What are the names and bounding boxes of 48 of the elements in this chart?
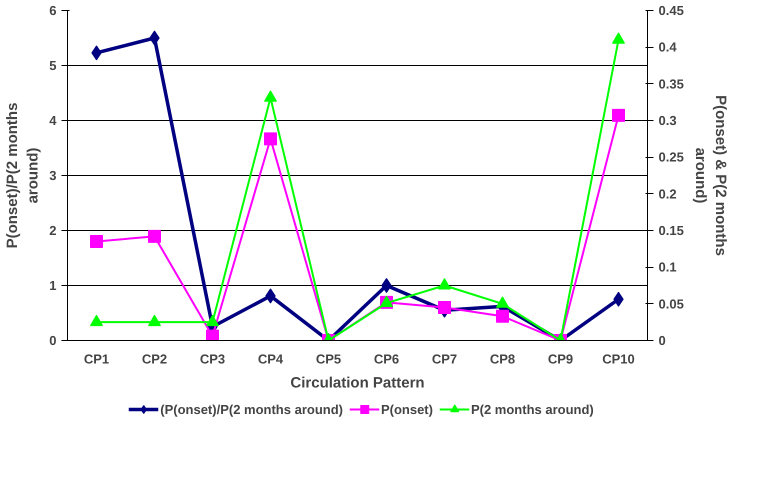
y-tick-label: 1 xyxy=(49,278,57,293)
y2-tick-label: 0.1 xyxy=(658,260,677,275)
y-tick-label: 3 xyxy=(49,168,57,183)
point xyxy=(90,314,103,326)
x-tick-label: CP3 xyxy=(200,352,226,366)
y2-tick-label: 0.25 xyxy=(658,150,684,165)
y2-tick-label: 0.45 xyxy=(658,3,684,18)
legend-label: P(onset) xyxy=(380,402,433,416)
x-tick-label: CP5 xyxy=(316,352,342,366)
point xyxy=(206,330,219,340)
point xyxy=(438,278,451,290)
y2-tick-label: 0.35 xyxy=(658,76,684,92)
x-tick-label: CP6 xyxy=(374,352,400,366)
point xyxy=(148,230,161,243)
point xyxy=(264,132,277,146)
y-tick-label: 4 xyxy=(49,113,58,128)
point xyxy=(496,296,509,308)
point xyxy=(90,235,103,248)
y2-tick-label: 0.2 xyxy=(658,186,677,202)
y2-tick-label: 0.15 xyxy=(658,223,684,238)
x-tick-label: CP8 xyxy=(490,352,516,366)
x-axis-title: Circulation Pattern xyxy=(290,374,425,392)
y-tick-label: 5 xyxy=(49,58,57,73)
point xyxy=(149,30,160,46)
point xyxy=(381,278,392,293)
point xyxy=(265,288,276,304)
y2-tick-label: 0.05 xyxy=(658,296,684,312)
y-tick-label: 2 xyxy=(49,223,57,238)
y2-tick-label: 0.4 xyxy=(658,40,678,55)
y-tick-label: 6 xyxy=(49,3,57,18)
y2-tick-label: 0.3 xyxy=(658,113,677,128)
point xyxy=(612,108,625,122)
point xyxy=(613,292,624,307)
y2-tick-label: 0 xyxy=(658,333,666,348)
y-axis-title: P(onset)/P(2 months around) xyxy=(4,102,42,248)
point xyxy=(148,314,161,326)
y2-axis-title: P(onset) & P(2 months around) xyxy=(692,95,730,256)
x-tick-label: CP10 xyxy=(602,352,635,366)
point xyxy=(91,45,102,60)
x-tick-label: CP7 xyxy=(432,352,458,366)
y-tick-label: 0 xyxy=(49,333,57,348)
x-tick-label: CP4 xyxy=(258,352,284,366)
point xyxy=(206,314,219,326)
x-tick-label: CP9 xyxy=(548,352,574,366)
x-tick-label: CP2 xyxy=(142,352,168,366)
legend-label: (P(onset)/P(2 months around) xyxy=(160,402,343,416)
x-tick-label: CP1 xyxy=(84,352,110,366)
legend-label: P(2 months around) xyxy=(470,402,594,416)
